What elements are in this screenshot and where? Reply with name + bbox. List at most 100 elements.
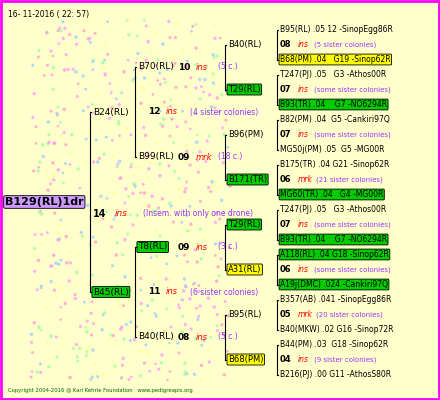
Point [162,79,169,86]
Point [123,110,130,116]
Point [176,304,183,311]
Point [183,371,191,377]
Point [164,93,171,100]
Point [128,132,135,138]
Point [130,180,137,187]
Text: B40(RL): B40(RL) [228,40,261,49]
Text: MG50j(PM) .05  G5 -MG00R: MG50j(PM) .05 G5 -MG00R [280,145,385,154]
Point [54,112,61,118]
Point [100,371,107,378]
Point [31,245,38,252]
Point [85,36,92,42]
Point [64,56,71,62]
Point [105,286,112,293]
Point [153,62,160,68]
Point [83,349,90,355]
Point [158,352,165,358]
Point [182,119,189,125]
Point [138,300,145,307]
Point [28,331,35,338]
Point [89,66,96,73]
Point [200,337,207,344]
Point [87,242,94,248]
Point [121,200,128,206]
Text: B68(PM) .04   G19 -Sinop62R: B68(PM) .04 G19 -Sinop62R [280,55,391,64]
Point [35,164,42,170]
Point [45,132,52,138]
Point [47,263,54,270]
Point [84,282,91,288]
Point [118,324,125,330]
Text: 07: 07 [280,85,291,94]
Text: (18 c.): (18 c.) [218,152,242,162]
Point [182,369,189,375]
Point [198,342,205,348]
Point [205,348,212,354]
Point [193,139,200,146]
Point [222,298,229,305]
Point [176,175,183,182]
Point [192,61,199,68]
Point [81,299,88,305]
Point [82,86,89,92]
Point [92,360,99,366]
Point [157,81,164,88]
Point [148,51,155,57]
Point [212,219,219,226]
Point [49,160,56,166]
Point [157,233,164,239]
Point [214,311,221,318]
Text: B95(RL) .05 12 -SinopEgg86R: B95(RL) .05 12 -SinopEgg86R [280,25,393,34]
Point [178,219,185,226]
Point [108,224,115,230]
Point [56,25,63,32]
Point [34,168,41,174]
Point [31,252,38,258]
Point [67,150,74,157]
Point [57,28,64,34]
Text: B82(PM) .04  G5 -Cankiri97Q: B82(PM) .04 G5 -Cankiri97Q [280,115,390,124]
Text: ins: ins [298,355,309,364]
Point [94,159,101,165]
Point [92,239,99,245]
Text: B40(MKW) .02 G16 -Sinop72R: B40(MKW) .02 G16 -Sinop72R [280,325,393,334]
Point [202,236,209,242]
Text: T29(RL): T29(RL) [228,220,260,229]
Text: ins: ins [166,288,178,296]
Text: (3 c.): (3 c.) [218,242,238,252]
Point [214,322,221,329]
Point [165,18,172,25]
Point [138,100,145,106]
Point [37,360,44,367]
Point [108,105,115,111]
Point [194,132,201,138]
Point [127,337,134,344]
Point [121,69,128,75]
Point [44,187,51,194]
Point [145,38,152,45]
Point [70,66,77,72]
Point [217,240,224,246]
Point [33,124,40,130]
Point [35,209,42,215]
Point [80,193,87,200]
Point [187,162,194,168]
Point [88,133,95,139]
Point [44,340,51,346]
Point [31,90,38,97]
Point [85,18,92,24]
Point [131,172,138,178]
Point [182,321,189,328]
Point [183,63,190,70]
Point [208,104,215,110]
Point [81,28,88,34]
Point [141,190,148,196]
Point [52,280,59,287]
Point [101,151,108,157]
Point [70,345,77,352]
Point [211,304,218,310]
Point [163,261,170,267]
Point [37,284,44,291]
Text: 10: 10 [178,62,191,72]
Point [157,173,164,179]
